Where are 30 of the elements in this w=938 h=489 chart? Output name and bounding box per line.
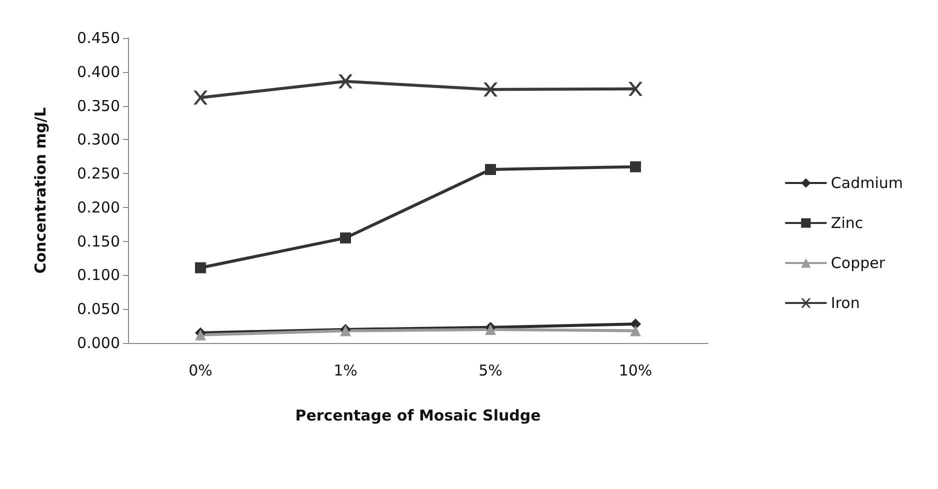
y-tick-label: 0.150: [77, 232, 120, 250]
point: [630, 318, 641, 330]
y-tick-label: 0.000: [77, 334, 120, 352]
point: [194, 90, 208, 105]
y-tick-label: 0.100: [77, 266, 120, 284]
point: [485, 164, 496, 175]
x-tick-label: 10%: [618, 362, 652, 380]
legend-label: Cadmium: [830, 174, 904, 192]
point: [484, 82, 498, 97]
point: [628, 82, 642, 96]
y-tick-label: 0.200: [77, 198, 120, 216]
x-tick-label: 1%: [334, 362, 358, 380]
y-tick-label: 0.400: [77, 62, 120, 81]
y-tick-label: 0.350: [77, 96, 120, 115]
y-tick-label: 0.300: [77, 130, 120, 149]
legend-label: Iron: [830, 294, 860, 312]
legend-label: Copper: [830, 254, 886, 272]
x-tick-label: 5%: [478, 362, 502, 380]
point: [630, 325, 641, 336]
x-tick-label: 0%: [188, 362, 212, 380]
y-tick-label: 0.450: [77, 29, 120, 47]
y-axis-title: Concentration mg/L: [32, 106, 50, 274]
point: [338, 74, 352, 88]
point: [630, 161, 641, 172]
x-axis-title: Percentage of Mosaic Sludge: [295, 406, 541, 424]
y-tick-label: 0.250: [77, 164, 120, 183]
point: [195, 262, 206, 274]
point: [340, 232, 351, 244]
y-tick-label: 0.050: [77, 300, 120, 318]
legend-label: Zinc: [830, 214, 864, 232]
